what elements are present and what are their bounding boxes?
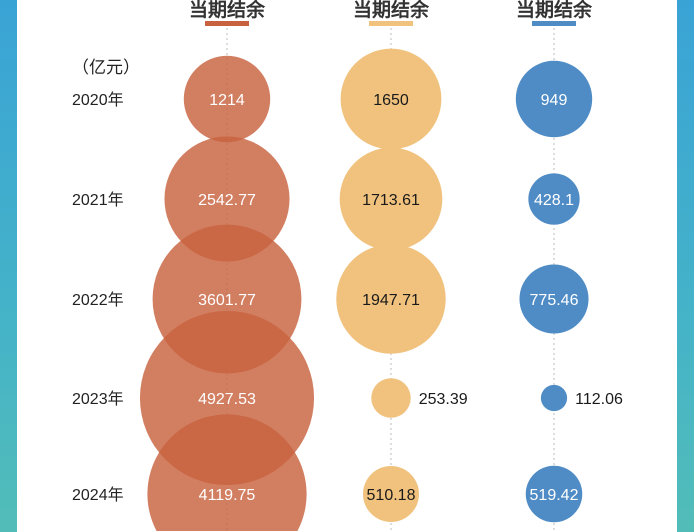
series-legend-bar bbox=[205, 21, 249, 26]
series-header: 当期结余 bbox=[516, 0, 593, 21]
bubble bbox=[183, 55, 271, 143]
bubble-value-label: 1713.61 bbox=[362, 192, 420, 209]
category-label: 2024年 bbox=[72, 486, 124, 504]
category-label: 2021年 bbox=[72, 191, 124, 209]
series-legend-bar bbox=[532, 21, 576, 26]
series-header: 当期结余 bbox=[189, 0, 266, 21]
bubble-value-label: 1650 bbox=[373, 92, 409, 109]
bubble-value-label: 1214 bbox=[209, 92, 245, 109]
bubble-value-label: 428.1 bbox=[534, 192, 574, 209]
bubble-value-label: 112.06 bbox=[575, 391, 623, 408]
bubble-value-label: 2542.77 bbox=[198, 192, 256, 209]
bubble bbox=[362, 465, 420, 523]
unit-label: （亿元） bbox=[72, 58, 140, 77]
bubble bbox=[540, 384, 568, 412]
bubble bbox=[515, 60, 593, 138]
bubble-value-label: 949 bbox=[541, 92, 568, 109]
category-label: 2020年 bbox=[72, 91, 124, 109]
bubble-value-label: 519.42 bbox=[530, 487, 579, 504]
bubble-value-label: 4119.75 bbox=[199, 487, 256, 504]
bubble bbox=[340, 48, 442, 150]
bubble bbox=[339, 147, 443, 251]
bubble bbox=[525, 465, 583, 523]
bubble bbox=[528, 173, 580, 225]
bubble bbox=[147, 414, 307, 531]
bubble-value-label: 253.39 bbox=[419, 391, 468, 408]
bubble-value-label: 4927.53 bbox=[198, 391, 256, 408]
series-legend-bar bbox=[369, 21, 413, 26]
bubble-value-label: 775.46 bbox=[530, 292, 579, 309]
bubble-value-label: 510.18 bbox=[367, 487, 416, 504]
bubble bbox=[519, 264, 589, 334]
bubble bbox=[371, 378, 411, 418]
series-header: 当期结余 bbox=[353, 0, 430, 21]
bubble-value-label: 1947.71 bbox=[362, 292, 420, 309]
category-label: 2023年 bbox=[72, 390, 124, 408]
bubble-value-label: 3601.77 bbox=[198, 292, 256, 309]
category-label: 2022年 bbox=[72, 291, 124, 309]
bubble bbox=[336, 244, 446, 354]
bubble bbox=[164, 136, 290, 262]
